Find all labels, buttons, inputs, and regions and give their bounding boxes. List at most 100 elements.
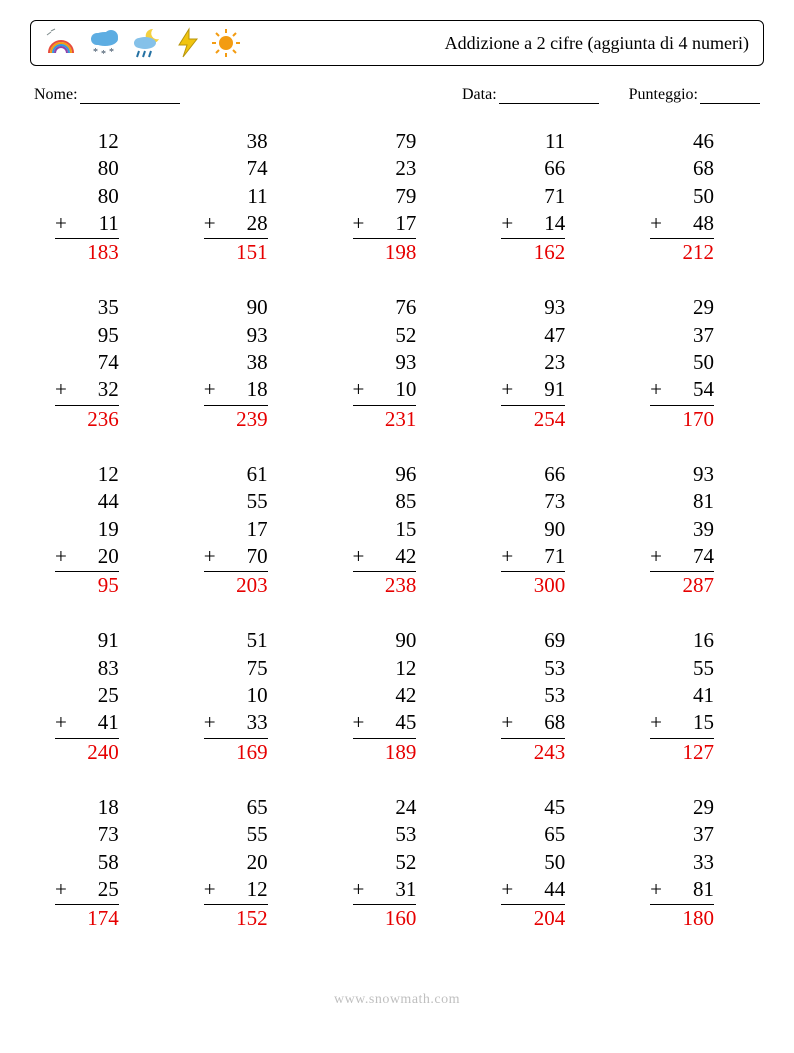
last-addend-row: +48: [650, 210, 714, 239]
addition-problem: 466850+48212: [625, 128, 764, 266]
date-field: Data:: [462, 86, 599, 104]
addend: 65: [218, 794, 268, 821]
last-addend-row: +71: [501, 543, 565, 572]
addend: 91: [515, 376, 565, 403]
last-addend-row: +44: [501, 876, 565, 905]
answer: 170: [664, 406, 714, 433]
last-addend-row: +42: [353, 543, 417, 572]
last-addend-row: +31: [353, 876, 417, 905]
addend: 10: [218, 682, 268, 709]
name-field: Nome:: [34, 86, 180, 104]
addend: 33: [664, 849, 714, 876]
addend: 25: [69, 682, 119, 709]
operator: +: [204, 543, 216, 570]
rainbow-icon: [45, 27, 79, 59]
addition-problem: 918325+41240: [30, 627, 169, 765]
last-addend-row: +91: [501, 376, 565, 405]
addend: 96: [366, 461, 416, 488]
addend: 95: [69, 322, 119, 349]
answer: 183: [69, 239, 119, 266]
operator: +: [204, 876, 216, 903]
addend: 74: [664, 543, 714, 570]
addend: 14: [515, 210, 565, 237]
addend: 53: [515, 655, 565, 682]
addend: 47: [515, 322, 565, 349]
addend: 16: [664, 627, 714, 654]
operator: +: [650, 709, 662, 736]
addition-problem: 245352+31160: [328, 794, 467, 932]
addend: 79: [366, 183, 416, 210]
answer: 243: [515, 739, 565, 766]
addend: 51: [218, 627, 268, 654]
addition-problem: 968515+42238: [328, 461, 467, 599]
answer: 240: [69, 739, 119, 766]
answer: 169: [218, 739, 268, 766]
addition-problem: 909338+18239: [179, 294, 318, 432]
addend: 69: [515, 627, 565, 654]
svg-text:*: *: [101, 49, 106, 59]
answer: 204: [515, 905, 565, 932]
answer: 198: [366, 239, 416, 266]
last-addend-row: +18: [204, 376, 268, 405]
addend: 81: [664, 876, 714, 903]
addend: 23: [366, 155, 416, 182]
operator: +: [501, 376, 513, 403]
addition-problem: 293733+81180: [625, 794, 764, 932]
operator: +: [501, 210, 513, 237]
addition-problem: 517510+33169: [179, 627, 318, 765]
info-row: Nome: Data: Punteggio:: [30, 86, 764, 104]
operator: +: [501, 543, 513, 570]
addition-problem: 387411+28151: [179, 128, 318, 266]
operator: +: [55, 376, 67, 403]
addend: 50: [664, 183, 714, 210]
answer: 180: [664, 905, 714, 932]
addend: 66: [515, 461, 565, 488]
addend: 68: [515, 709, 565, 736]
addition-problem: 695353+68243: [476, 627, 615, 765]
sun-icon: [209, 27, 243, 59]
last-addend-row: +54: [650, 376, 714, 405]
addend: 52: [366, 849, 416, 876]
last-addend-row: +17: [353, 210, 417, 239]
addend: 46: [664, 128, 714, 155]
addend: 53: [366, 821, 416, 848]
addition-problem: 456550+44204: [476, 794, 615, 932]
score-label: Punteggio:: [629, 86, 698, 103]
last-addend-row: +70: [204, 543, 268, 572]
addend: 29: [664, 794, 714, 821]
addend: 37: [664, 322, 714, 349]
cloud-snow-icon: * * *: [87, 27, 123, 59]
addend: 93: [366, 349, 416, 376]
addition-problem: 655520+12152: [179, 794, 318, 932]
last-addend-row: +14: [501, 210, 565, 239]
addend: 71: [515, 183, 565, 210]
addend: 35: [69, 294, 119, 321]
answer: 300: [515, 572, 565, 599]
last-addend-row: +25: [55, 876, 119, 905]
score-field: Punteggio:: [629, 86, 760, 104]
lightning-icon: [175, 27, 201, 59]
addend: 25: [69, 876, 119, 903]
addend: 29: [664, 294, 714, 321]
operator: +: [650, 543, 662, 570]
answer: 160: [366, 905, 416, 932]
answer: 287: [664, 572, 714, 599]
addend: 90: [515, 516, 565, 543]
answer: 189: [366, 739, 416, 766]
addition-problem: 187358+25174: [30, 794, 169, 932]
addition-problem: 667390+71300: [476, 461, 615, 599]
addend: 79: [366, 128, 416, 155]
addend: 53: [515, 682, 565, 709]
addition-problem: 901242+45189: [328, 627, 467, 765]
addend: 15: [664, 709, 714, 736]
answer: 127: [664, 739, 714, 766]
problems-grid: 128080+11183387411+28151792379+171981166…: [30, 128, 764, 932]
last-addend-row: +12: [204, 876, 268, 905]
last-addend-row: +74: [650, 543, 714, 572]
addend: 50: [515, 849, 565, 876]
addend: 50: [664, 349, 714, 376]
addend: 32: [69, 376, 119, 403]
addition-problem: 792379+17198: [328, 128, 467, 266]
addend: 73: [515, 488, 565, 515]
answer: 203: [218, 572, 268, 599]
